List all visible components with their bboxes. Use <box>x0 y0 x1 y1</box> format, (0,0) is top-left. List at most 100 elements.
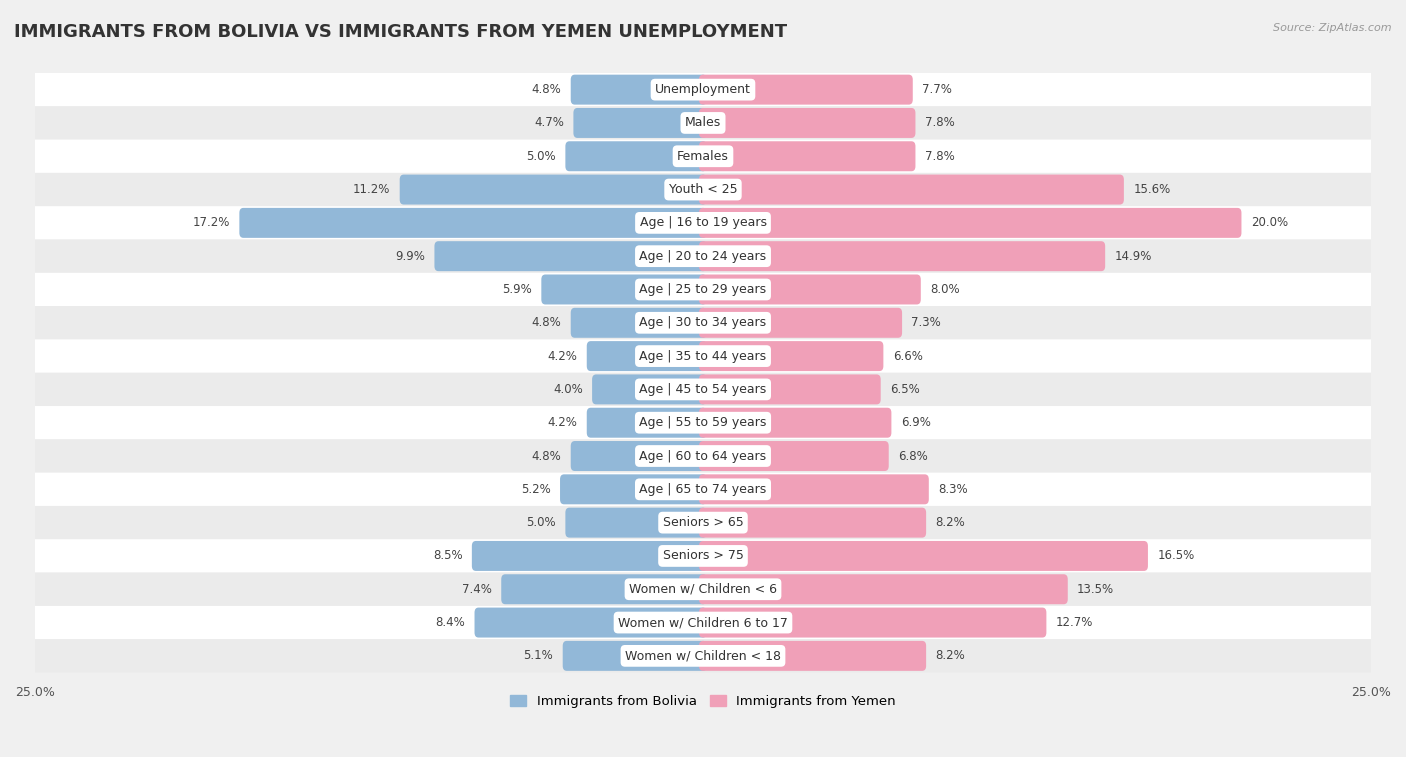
FancyBboxPatch shape <box>35 472 1371 506</box>
FancyBboxPatch shape <box>592 375 707 404</box>
FancyBboxPatch shape <box>35 273 1371 306</box>
FancyBboxPatch shape <box>472 541 707 571</box>
Text: Women w/ Children < 6: Women w/ Children < 6 <box>628 583 778 596</box>
Text: 14.9%: 14.9% <box>1115 250 1152 263</box>
FancyBboxPatch shape <box>571 308 707 338</box>
FancyBboxPatch shape <box>699 541 1147 571</box>
Text: 5.2%: 5.2% <box>522 483 551 496</box>
FancyBboxPatch shape <box>474 608 707 637</box>
FancyBboxPatch shape <box>35 239 1371 273</box>
FancyBboxPatch shape <box>571 441 707 471</box>
FancyBboxPatch shape <box>586 408 707 438</box>
Text: Females: Females <box>678 150 728 163</box>
FancyBboxPatch shape <box>699 475 929 504</box>
FancyBboxPatch shape <box>699 75 912 104</box>
Text: 5.0%: 5.0% <box>526 516 555 529</box>
FancyBboxPatch shape <box>699 441 889 471</box>
FancyBboxPatch shape <box>35 539 1371 572</box>
FancyBboxPatch shape <box>699 608 1046 637</box>
FancyBboxPatch shape <box>239 208 707 238</box>
Text: Age | 20 to 24 years: Age | 20 to 24 years <box>640 250 766 263</box>
Text: 15.6%: 15.6% <box>1133 183 1170 196</box>
Text: 8.4%: 8.4% <box>436 616 465 629</box>
Text: Age | 35 to 44 years: Age | 35 to 44 years <box>640 350 766 363</box>
Text: 8.2%: 8.2% <box>935 650 966 662</box>
Text: 16.5%: 16.5% <box>1157 550 1195 562</box>
Text: 4.2%: 4.2% <box>547 350 578 363</box>
Text: 11.2%: 11.2% <box>353 183 391 196</box>
Text: 4.7%: 4.7% <box>534 117 564 129</box>
FancyBboxPatch shape <box>699 241 1105 271</box>
FancyBboxPatch shape <box>35 606 1371 639</box>
Text: 6.8%: 6.8% <box>898 450 928 463</box>
FancyBboxPatch shape <box>699 375 880 404</box>
FancyBboxPatch shape <box>35 639 1371 672</box>
FancyBboxPatch shape <box>35 439 1371 472</box>
FancyBboxPatch shape <box>35 372 1371 406</box>
Text: Age | 60 to 64 years: Age | 60 to 64 years <box>640 450 766 463</box>
Text: 7.7%: 7.7% <box>922 83 952 96</box>
FancyBboxPatch shape <box>565 142 707 171</box>
Text: 4.8%: 4.8% <box>531 83 561 96</box>
FancyBboxPatch shape <box>434 241 707 271</box>
Text: Age | 65 to 74 years: Age | 65 to 74 years <box>640 483 766 496</box>
Text: Unemployment: Unemployment <box>655 83 751 96</box>
Text: 5.9%: 5.9% <box>502 283 531 296</box>
Text: 4.2%: 4.2% <box>547 416 578 429</box>
FancyBboxPatch shape <box>35 139 1371 173</box>
FancyBboxPatch shape <box>35 406 1371 439</box>
Text: Age | 30 to 34 years: Age | 30 to 34 years <box>640 316 766 329</box>
Text: 7.8%: 7.8% <box>925 117 955 129</box>
FancyBboxPatch shape <box>699 175 1123 204</box>
FancyBboxPatch shape <box>35 73 1371 106</box>
Text: Age | 16 to 19 years: Age | 16 to 19 years <box>640 217 766 229</box>
FancyBboxPatch shape <box>574 108 707 138</box>
Text: 17.2%: 17.2% <box>193 217 231 229</box>
FancyBboxPatch shape <box>699 341 883 371</box>
Text: Source: ZipAtlas.com: Source: ZipAtlas.com <box>1274 23 1392 33</box>
FancyBboxPatch shape <box>35 572 1371 606</box>
Text: 8.2%: 8.2% <box>935 516 966 529</box>
Text: 8.5%: 8.5% <box>433 550 463 562</box>
FancyBboxPatch shape <box>35 173 1371 206</box>
Text: 7.8%: 7.8% <box>925 150 955 163</box>
Text: 12.7%: 12.7% <box>1056 616 1092 629</box>
Text: Seniors > 75: Seniors > 75 <box>662 550 744 562</box>
FancyBboxPatch shape <box>35 339 1371 372</box>
FancyBboxPatch shape <box>699 275 921 304</box>
Text: 13.5%: 13.5% <box>1077 583 1114 596</box>
FancyBboxPatch shape <box>699 108 915 138</box>
Text: Males: Males <box>685 117 721 129</box>
Text: 8.0%: 8.0% <box>931 283 960 296</box>
Text: 4.0%: 4.0% <box>553 383 582 396</box>
FancyBboxPatch shape <box>699 408 891 438</box>
Text: 20.0%: 20.0% <box>1251 217 1288 229</box>
Text: 7.3%: 7.3% <box>911 316 941 329</box>
Text: 6.5%: 6.5% <box>890 383 920 396</box>
Text: 6.9%: 6.9% <box>901 416 931 429</box>
Text: Age | 55 to 59 years: Age | 55 to 59 years <box>640 416 766 429</box>
Text: Women w/ Children < 18: Women w/ Children < 18 <box>626 650 780 662</box>
Text: IMMIGRANTS FROM BOLIVIA VS IMMIGRANTS FROM YEMEN UNEMPLOYMENT: IMMIGRANTS FROM BOLIVIA VS IMMIGRANTS FR… <box>14 23 787 41</box>
FancyBboxPatch shape <box>699 308 903 338</box>
Text: Seniors > 65: Seniors > 65 <box>662 516 744 529</box>
FancyBboxPatch shape <box>560 475 707 504</box>
FancyBboxPatch shape <box>699 575 1067 604</box>
Text: Women w/ Children 6 to 17: Women w/ Children 6 to 17 <box>619 616 787 629</box>
Text: 5.0%: 5.0% <box>526 150 555 163</box>
Text: 5.1%: 5.1% <box>523 650 554 662</box>
Legend: Immigrants from Bolivia, Immigrants from Yemen: Immigrants from Bolivia, Immigrants from… <box>505 690 901 714</box>
Text: 8.3%: 8.3% <box>938 483 967 496</box>
FancyBboxPatch shape <box>571 75 707 104</box>
Text: 9.9%: 9.9% <box>395 250 425 263</box>
FancyBboxPatch shape <box>699 508 927 537</box>
Text: Youth < 25: Youth < 25 <box>669 183 737 196</box>
Text: 7.4%: 7.4% <box>463 583 492 596</box>
FancyBboxPatch shape <box>35 106 1371 139</box>
FancyBboxPatch shape <box>502 575 707 604</box>
FancyBboxPatch shape <box>699 142 915 171</box>
Text: Age | 25 to 29 years: Age | 25 to 29 years <box>640 283 766 296</box>
Text: Age | 45 to 54 years: Age | 45 to 54 years <box>640 383 766 396</box>
FancyBboxPatch shape <box>35 306 1371 339</box>
Text: 6.6%: 6.6% <box>893 350 922 363</box>
